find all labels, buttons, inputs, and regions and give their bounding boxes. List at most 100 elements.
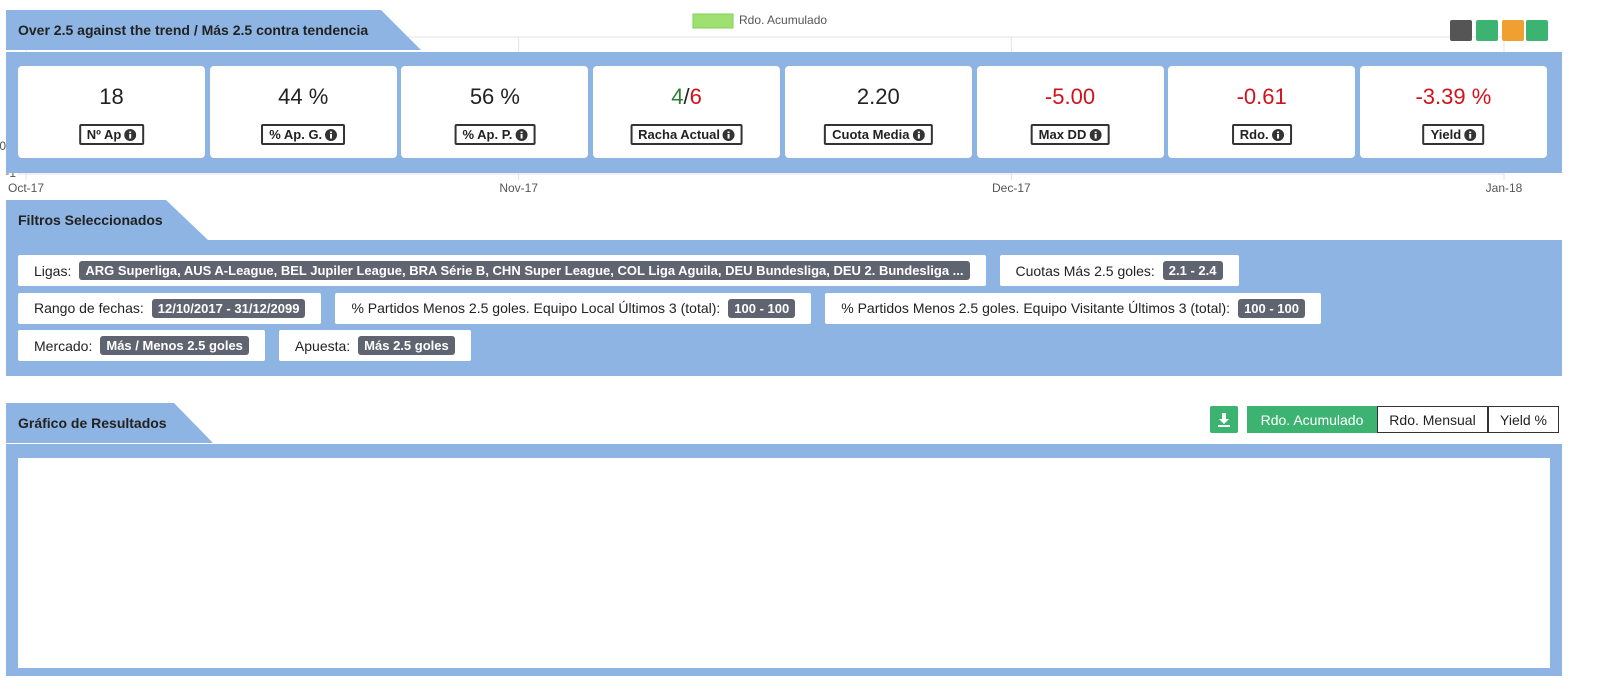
stat-label-text: % Ap. P. — [462, 127, 513, 142]
info-stem — [728, 133, 731, 138]
stat-label-text: Nº Ap — [86, 127, 122, 142]
stat-value: 44 % — [278, 84, 329, 109]
filter-label: % Partidos Menos 2.5 goles. Equipo Local… — [351, 300, 721, 316]
filter-chip: Cuotas Más 2.5 goles: 2.1 - 2.4 — [999, 255, 1239, 286]
filter-label: Rango de fechas: — [34, 300, 144, 316]
filter-value: Más / Menos 2.5 goles — [100, 336, 249, 355]
stat-label[interactable]: Yield — [1422, 124, 1485, 145]
info-icon — [1271, 128, 1284, 141]
filter-value: Más 2.5 goles — [358, 336, 455, 355]
download-button[interactable] — [1210, 406, 1238, 433]
filter-row: Mercado: Más / Menos 2.5 goles Apuesta: Más… — [18, 330, 471, 361]
header-action-button[interactable] — [1502, 20, 1524, 41]
stat-label-text: Max DD — [1038, 127, 1087, 142]
info-icon — [515, 128, 528, 141]
stat-value: -0.61 — [1236, 84, 1287, 109]
x-tick-label: Jan-18 — [1486, 181, 1523, 195]
filter-label: Cuotas Más 2.5 goles: — [1015, 262, 1155, 279]
filter-chip: Rango de fechas: 12/10/2017 - 31/12/2099 — [18, 292, 322, 324]
stat-value: -5.00 — [1044, 84, 1096, 109]
stat-value: -3.39 % — [1415, 84, 1492, 109]
stat-label[interactable]: % Ap. P. — [454, 124, 536, 145]
stat-value: 4/6 — [593, 84, 780, 110]
legend-swatch — [692, 13, 734, 29]
stat-lost: 6 — [689, 84, 702, 109]
info-dot — [1276, 131, 1279, 133]
stat-card: -3.39 % Yield — [1359, 66, 1547, 158]
stat-won: 4 — [671, 84, 684, 109]
y-tick-label: -1 — [5, 166, 16, 180]
header-action-button[interactable] — [1450, 20, 1472, 41]
filter-label: Apuesta: — [294, 337, 351, 354]
header-tab: Over 2.5 against the trend / Más 2.5 con… — [6, 10, 421, 50]
info-stem — [1094, 133, 1097, 138]
filter-chip: % Partidos Menos 2.5 goles. Equipo Local… — [335, 292, 812, 324]
stat-card: 2.20 Cuota Media — [784, 66, 972, 158]
filter-row: Ligas: ARG Superliga, AUS A-League, BEL J… — [18, 255, 1239, 286]
x-tick-label: Nov-17 — [499, 181, 538, 195]
stat-label[interactable]: Cuota Media — [824, 124, 933, 145]
header-action-button[interactable] — [1526, 20, 1548, 41]
info-stem — [520, 133, 523, 138]
x-tick-label: Oct-17 — [8, 181, 44, 195]
filter-row: Rango de fechas: 12/10/2017 - 31/12/2099%… — [18, 292, 1321, 324]
info-icon — [723, 128, 736, 141]
stat-value: 56 % — [469, 84, 520, 109]
stat-card: -5.00 Max DD — [976, 66, 1164, 158]
info-icon — [912, 128, 925, 141]
stat-value: 18 — [99, 84, 124, 109]
filter-value: 12/10/2017 - 31/12/2099 — [151, 298, 306, 318]
filter-value: 100 - 100 — [728, 298, 796, 318]
info-dot — [129, 131, 132, 133]
filter-chip: Apuesta: Más 2.5 goles — [278, 330, 471, 361]
info-icon — [124, 128, 137, 141]
stat-label-text: Rdo. — [1239, 127, 1269, 142]
root: Over 2.5 against the trend / Más 2.5 con… — [0, 0, 1598, 676]
chart-toggle-button[interactable]: Rdo. Mensual — [1377, 406, 1488, 433]
header-action-button[interactable] — [1476, 20, 1498, 41]
stat-label[interactable]: Nº Ap — [78, 124, 145, 145]
filter-label: Ligas: — [34, 262, 72, 279]
stat-card: 18 Nº Ap — [18, 66, 205, 158]
legend-label: Rdo. Acumulado — [739, 13, 827, 27]
stat-card: 4/6 Racha Actual — [593, 66, 781, 158]
x-tick-label: Dec-17 — [992, 181, 1031, 195]
info-icon — [1089, 128, 1102, 141]
filter-value: ARG Superliga, AUS A-League, BEL Jupiler… — [79, 261, 970, 280]
info-dot — [917, 131, 920, 133]
chart-toggle-button[interactable]: Rdo. Acumulado — [1247, 406, 1377, 433]
download-glyph — [1218, 413, 1230, 427]
info-stem — [129, 133, 132, 138]
stat-label-text: % Ap. G. — [269, 127, 323, 142]
filter-chip: Mercado: Más / Menos 2.5 goles — [18, 330, 265, 361]
filter-label: Mercado: — [34, 337, 93, 354]
stat-label[interactable]: Racha Actual — [630, 124, 744, 145]
stat-label[interactable]: Max DD — [1030, 124, 1110, 145]
stat-label-text: Racha Actual — [638, 127, 721, 142]
stat-card: 56 % % Ap. P. — [401, 66, 589, 158]
stat-card: -0.61 Rdo. — [1168, 66, 1356, 158]
info-icon — [1464, 128, 1477, 141]
stat-separator: / — [683, 84, 690, 109]
stat-card: 44 % % Ap. G. — [209, 66, 397, 158]
info-icon — [325, 128, 338, 141]
filter-value: 2.1 - 2.4 — [1162, 261, 1223, 280]
info-dot — [520, 131, 523, 133]
info-dot — [330, 131, 333, 133]
stat-value: 2.20 — [856, 84, 900, 109]
stat-label-text: Cuota Media — [832, 127, 910, 142]
info-dot — [1094, 131, 1097, 133]
info-stem — [1469, 133, 1472, 138]
filter-label: % Partidos Menos 2.5 goles. Equipo Visit… — [841, 300, 1231, 316]
filter-chip: % Partidos Menos 2.5 goles. Equipo Visit… — [825, 292, 1321, 324]
stat-label[interactable]: Rdo. — [1231, 124, 1292, 145]
stat-label[interactable]: % Ap. G. — [261, 124, 346, 145]
info-stem — [917, 133, 920, 138]
chart-card — [18, 458, 1550, 668]
stat-label-text: Yield — [1430, 127, 1462, 142]
download-icon — [1218, 413, 1230, 427]
info-stem — [1276, 133, 1279, 138]
chart-toggle-button[interactable]: Yield % — [1488, 406, 1559, 433]
info-dot — [728, 131, 731, 133]
